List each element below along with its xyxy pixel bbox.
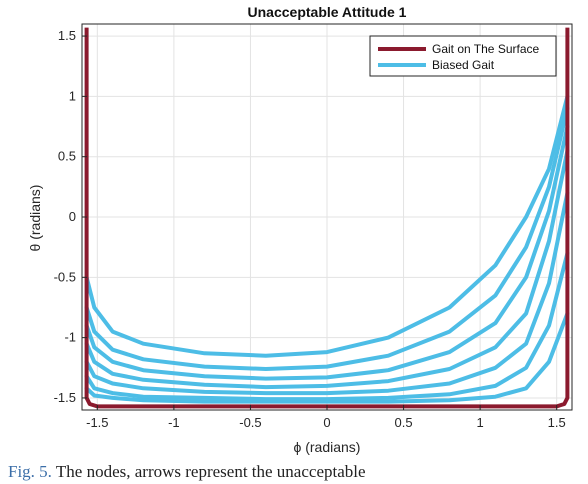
x-tick-label: 1 — [477, 415, 484, 430]
biased-gait-loop — [84, 251, 570, 402]
legend-entry-label: Gait on The Surface — [432, 42, 540, 56]
x-tick-label: 1.5 — [548, 415, 566, 430]
figure-caption: Fig. 5. The nodes, arrows represent the … — [8, 462, 588, 484]
x-tick-label: -0.5 — [239, 415, 261, 430]
legend: Gait on The Surface Biased Gait — [369, 35, 557, 77]
y-tick-label: 0.5 — [58, 149, 76, 164]
y-tick-label: -1.5 — [54, 390, 76, 405]
y-tick-label: 1 — [69, 88, 76, 103]
y-tick-label: 0 — [69, 209, 76, 224]
legend-box — [369, 35, 557, 77]
biased-gait-loop — [84, 94, 570, 358]
y-axis-label: θ (radians) — [27, 185, 43, 252]
y-tick-label: -1 — [64, 330, 76, 345]
x-tick-label: 0 — [323, 415, 330, 430]
chart-svg: Unacceptable Attitude 1 -1.5 -1 -0.5 0 0.5 1 1… — [27, 4, 573, 455]
chart: Unacceptable Attitude 1 -1.5 -1 -0.5 0 0.5 1 1… — [27, 4, 573, 455]
biased-gait-loop — [84, 106, 570, 371]
x-tick-label: 0.5 — [395, 415, 413, 430]
x-tick-label: -1 — [168, 415, 180, 430]
legend-entry-label: Biased Gait — [432, 58, 495, 72]
x-tick-label: -1.5 — [86, 415, 108, 430]
x-axis-label: ϕ (radians) — [294, 439, 361, 455]
biased-gait-loop — [84, 124, 570, 381]
chart-title: Unacceptable Attitude 1 — [248, 4, 407, 20]
biased-gait-loop — [84, 190, 570, 396]
biased-gait-loop — [84, 148, 570, 390]
ticks: -1.5 -1 -0.5 0 0.5 1 1.5 -1.5 -1 -0.5 0 0.5 1 1.5 — [54, 28, 566, 430]
y-tick-label: -0.5 — [54, 269, 76, 284]
biased-gait-loop — [84, 311, 570, 404]
y-tick-label: 1.5 — [58, 28, 76, 43]
